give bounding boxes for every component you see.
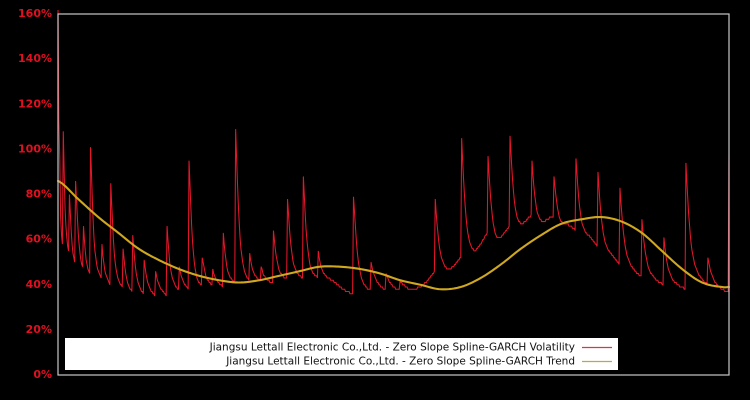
legend-background <box>65 338 618 370</box>
y-axis-tick-label: 60% <box>26 233 52 246</box>
y-axis-tick-label: 160% <box>18 7 52 20</box>
volatility-series-line <box>57 9 730 297</box>
series-layer <box>56 9 731 297</box>
chart-legend[interactable]: Jiangsu Lettall Electronic Co.,Ltd. - Ze… <box>65 338 618 370</box>
trend-series-line <box>56 179 731 291</box>
plot-area-border <box>57 13 730 376</box>
legend-label-volatility: Jiangsu Lettall Electronic Co.,Ltd. - Ze… <box>209 342 575 354</box>
y-axis-tick-label: 100% <box>18 142 52 155</box>
y-axis-tick-labels: 0% 20% 40% 60% 80% 100% 120% 140% 160% <box>18 7 52 381</box>
y-axis-tick-label: 140% <box>18 52 52 65</box>
y-axis-tick-label: 40% <box>26 278 52 291</box>
y-axis-tick-label: 80% <box>26 188 52 201</box>
y-axis-tick-label: 20% <box>26 323 52 336</box>
y-axis-tick-label: 0% <box>33 368 52 381</box>
plot-area-background <box>58 14 729 375</box>
legend-label-trend: Jiangsu Lettall Electronic Co.,Ltd. - Ze… <box>225 356 575 368</box>
y-axis-tick-label: 120% <box>18 97 52 110</box>
